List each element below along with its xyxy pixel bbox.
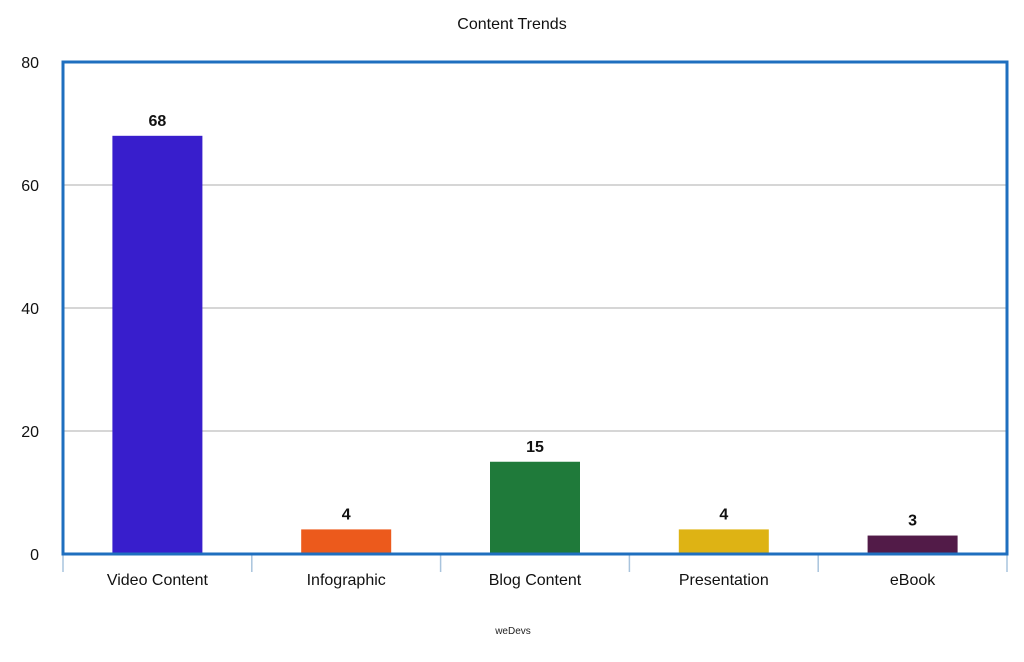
bar bbox=[490, 461, 580, 554]
x-tick-label: Video Content bbox=[107, 572, 209, 589]
y-axis: 0 20 40 60 80 bbox=[21, 55, 39, 564]
bars bbox=[112, 135, 958, 555]
data-label: 4 bbox=[342, 506, 351, 523]
source-label: weDevs bbox=[494, 626, 531, 637]
data-label: 3 bbox=[908, 513, 917, 530]
x-axis: Video Content Infographic Blog Content Pres… bbox=[62, 554, 1008, 589]
data-label: 4 bbox=[719, 506, 728, 523]
chart-title: Content Trends bbox=[457, 16, 566, 33]
y-tick-label: 80 bbox=[21, 55, 39, 72]
y-tick-label: 60 bbox=[21, 178, 39, 195]
data-label: 68 bbox=[149, 113, 167, 130]
data-labels: 68 4 15 4 3 bbox=[149, 113, 918, 530]
bar bbox=[112, 135, 203, 555]
plot-frame bbox=[61, 60, 1009, 556]
bar bbox=[678, 529, 769, 554]
x-tick-label: Infographic bbox=[307, 572, 386, 589]
x-tick-label: Presentation bbox=[679, 572, 769, 589]
y-tick-label: 20 bbox=[21, 424, 39, 441]
y-tick-label: 40 bbox=[21, 301, 39, 318]
bar bbox=[301, 529, 392, 554]
data-label: 15 bbox=[526, 439, 544, 456]
bar bbox=[867, 535, 958, 554]
x-tick-label: eBook bbox=[890, 572, 936, 589]
y-tick-label: 0 bbox=[30, 547, 39, 564]
x-tick-label: Blog Content bbox=[489, 572, 582, 589]
grid-lines bbox=[63, 184, 1007, 432]
